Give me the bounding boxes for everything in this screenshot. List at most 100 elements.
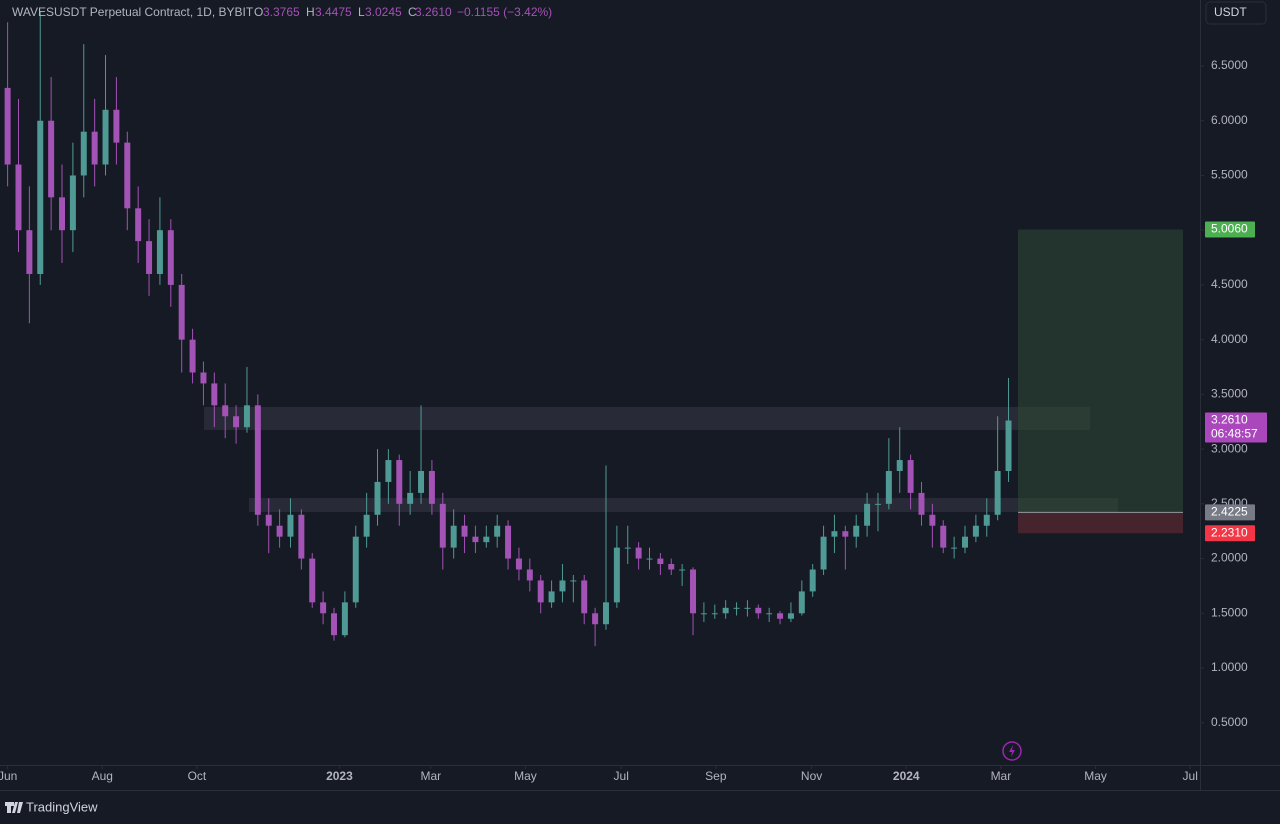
replay-icon[interactable] bbox=[1002, 741, 1022, 761]
candle-body bbox=[461, 525, 468, 537]
candle-body bbox=[679, 569, 686, 571]
candle-body bbox=[80, 131, 87, 176]
candle-body bbox=[494, 525, 501, 537]
candle-body bbox=[842, 531, 849, 537]
candle-body bbox=[798, 591, 805, 614]
candle-body bbox=[59, 197, 66, 231]
candle-body bbox=[951, 547, 958, 549]
x-tick-label: May bbox=[514, 769, 537, 783]
candle-body bbox=[635, 547, 642, 559]
candle-body bbox=[722, 607, 729, 614]
candle-body bbox=[787, 613, 794, 619]
ohlc-legend: O 3.3765 H 3.4475 L 3.0245 C3.2610 −0.1155 (−3.… bbox=[254, 5, 552, 19]
candle-body bbox=[4, 87, 11, 165]
brand-name[interactable]: TradingView bbox=[26, 799, 98, 814]
candle-body bbox=[864, 503, 871, 526]
candle-body bbox=[113, 109, 120, 143]
candle-body bbox=[472, 536, 479, 543]
candle-body bbox=[526, 569, 533, 581]
currency-button[interactable] bbox=[1205, 1, 1267, 25]
countdown: 06:48:57 bbox=[1211, 427, 1258, 441]
x-tick-label: Nov bbox=[801, 769, 822, 783]
x-tick-label: Oct bbox=[188, 769, 207, 783]
price-label-box bbox=[1205, 412, 1267, 443]
candle-body bbox=[396, 460, 403, 504]
candle-body bbox=[428, 470, 435, 504]
candle-body bbox=[363, 514, 370, 537]
ohlc-change: −0.1155 (−3.42%) bbox=[457, 5, 552, 19]
candle-body bbox=[874, 503, 881, 505]
candle-body bbox=[831, 531, 838, 537]
zones bbox=[204, 407, 1118, 512]
price-label: 3.2610 bbox=[1211, 413, 1248, 427]
x-tick-label: Sep bbox=[705, 769, 727, 783]
price-label: 2.2310 bbox=[1211, 525, 1248, 539]
candle-body bbox=[265, 514, 272, 526]
y-tick-label: 2.0000 bbox=[1211, 551, 1248, 565]
candle-body bbox=[711, 613, 718, 615]
candle-body bbox=[505, 525, 512, 559]
x-tick-label: 2023 bbox=[326, 769, 353, 783]
candle-body bbox=[102, 109, 109, 165]
candle-body bbox=[515, 558, 522, 570]
candle-body bbox=[483, 536, 490, 543]
y-tick-label: 4.0000 bbox=[1211, 332, 1248, 346]
candle-body bbox=[15, 164, 22, 231]
candle-body bbox=[602, 602, 609, 625]
price-label-box bbox=[1205, 504, 1255, 521]
x-tick-label: Jul bbox=[1183, 769, 1198, 783]
brand-logo[interactable] bbox=[5, 802, 23, 813]
candle-body bbox=[243, 405, 250, 428]
candle-body bbox=[254, 405, 261, 515]
candle-body bbox=[91, 131, 98, 165]
x-tick-label: Jul bbox=[614, 769, 629, 783]
candle-body bbox=[189, 339, 196, 373]
candle-body bbox=[809, 569, 816, 592]
candle-body bbox=[385, 460, 392, 482]
candle-body bbox=[167, 230, 174, 285]
ohlc-key: L bbox=[358, 5, 365, 19]
candle-body bbox=[646, 558, 653, 560]
candle-body bbox=[211, 383, 218, 406]
candle-body bbox=[570, 580, 577, 582]
ohlc-value: 3.2610 bbox=[415, 5, 452, 19]
candle-body bbox=[450, 525, 457, 548]
candle-body bbox=[940, 525, 947, 548]
candle-body bbox=[287, 514, 294, 537]
candle-body bbox=[755, 607, 762, 614]
candle-body bbox=[374, 481, 381, 515]
price-label-box bbox=[1205, 525, 1255, 542]
candle-body bbox=[146, 241, 153, 274]
y-tick-label: 1.5000 bbox=[1211, 605, 1248, 619]
ohlc-value: 3.4475 bbox=[315, 5, 352, 19]
x-tick-label: Jun bbox=[0, 769, 17, 783]
candle-body bbox=[233, 416, 240, 428]
candle-body bbox=[1005, 420, 1012, 471]
candle-body bbox=[200, 372, 207, 384]
candle-body bbox=[341, 602, 348, 636]
candle-body bbox=[885, 470, 892, 504]
currency-label[interactable]: USDT bbox=[1214, 5, 1247, 19]
candle-body bbox=[124, 142, 131, 209]
candle-body bbox=[407, 492, 414, 504]
y-tick-label: 3.0000 bbox=[1211, 441, 1248, 455]
stop-zone bbox=[1018, 512, 1183, 534]
x-tick-label: Aug bbox=[92, 769, 113, 783]
candle-body bbox=[744, 607, 751, 609]
candle-body bbox=[298, 514, 305, 559]
candle-body bbox=[690, 569, 697, 614]
y-tick-label: 0.5000 bbox=[1211, 715, 1248, 729]
target-zone bbox=[1018, 229, 1183, 513]
candle-body bbox=[548, 591, 555, 603]
candle-body bbox=[37, 120, 44, 274]
candle-body bbox=[624, 547, 631, 549]
candle-body bbox=[929, 514, 936, 526]
candle-body bbox=[668, 564, 675, 570]
candle-body bbox=[766, 613, 773, 615]
axes: 0.50001.00001.50002.00002.50003.00003.50… bbox=[0, 58, 1267, 783]
candle-body bbox=[777, 613, 784, 619]
ohlc-key: O bbox=[254, 5, 263, 19]
candle-body bbox=[896, 460, 903, 471]
candle-body bbox=[918, 492, 925, 515]
ohlc-value: 3.0245 bbox=[365, 5, 402, 19]
